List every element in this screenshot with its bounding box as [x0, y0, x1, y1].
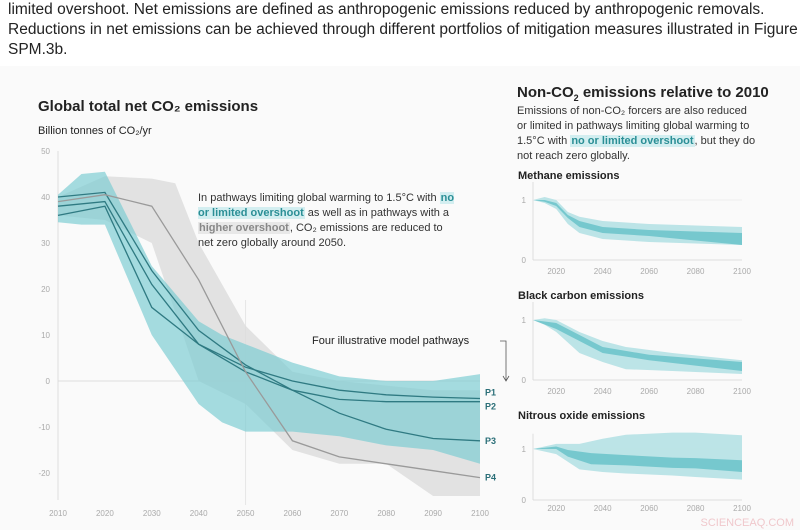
x-tick-label: 2040 [594, 387, 612, 396]
black-carbon-title: Black carbon emissions [518, 290, 644, 302]
x-tick-label: 2040 [190, 509, 208, 518]
annotation-text: , CO₂ emissions are reduced to net zero … [198, 222, 443, 249]
x-tick-label: 2020 [96, 509, 114, 518]
inner-range-band [533, 320, 742, 371]
x-tick-label: 2030 [143, 509, 161, 518]
nonco2-title: Non-CO2 emissions relative to 2010 [517, 84, 769, 103]
watermark: SCIENCEAQ.COM [700, 517, 794, 529]
x-tick-label: 2040 [594, 504, 612, 513]
pathway-label-P4: P4 [485, 473, 496, 483]
x-tick-label: 2090 [424, 509, 442, 518]
intro-text: limited overshoot. Net emissions are def… [8, 1, 798, 58]
x-tick-label: 2020 [547, 387, 565, 396]
pathway-label-P1: P1 [485, 387, 496, 397]
x-tick-label: 2080 [377, 509, 395, 518]
inner-range-band [533, 200, 742, 245]
x-tick-label: 2060 [640, 387, 658, 396]
y-tick-label: 0 [46, 377, 51, 386]
title-text: emissions relative to 2010 [578, 84, 769, 101]
y-tick-label: 30 [41, 239, 50, 248]
annotation-text: In pathways limiting global warming to 1… [198, 192, 440, 204]
x-tick-label: 2010 [49, 509, 67, 518]
pathway-line-P1 [57, 205, 481, 400]
x-tick-label: 2020 [547, 267, 565, 276]
x-tick-label: 2060 [640, 267, 658, 276]
y-tick-label: 50 [41, 147, 50, 156]
pathways-arrow [500, 340, 510, 382]
x-tick-label: 2100 [733, 387, 751, 396]
x-tick-label: 2100 [471, 509, 489, 518]
y-tick-label: 40 [41, 193, 50, 202]
x-tick-label: 2040 [594, 267, 612, 276]
pathway-line-P4 [57, 194, 481, 479]
x-tick-label: 2100 [733, 267, 751, 276]
y-tick-label: 0 [522, 376, 527, 385]
y-tick-label: 1 [522, 196, 527, 205]
y-tick-label: -20 [38, 469, 50, 478]
x-tick-label: 2020 [547, 504, 565, 513]
methane-title: Methane emissions [518, 170, 620, 182]
inner-range-band [533, 446, 742, 472]
y-tick-label: 0 [522, 256, 527, 265]
x-tick-label: 2060 [284, 509, 302, 518]
title-text: Non-CO [517, 84, 574, 101]
band-no-or-limited-overshoot [58, 171, 480, 464]
x-tick-label: 2050 [237, 509, 255, 518]
title-sub: 2 [573, 93, 579, 103]
highlight-higher-overshoot: higher overshoot [198, 222, 290, 234]
annotation-text: as well as in pathways with a [304, 207, 450, 219]
x-tick-label: 2080 [687, 387, 705, 396]
text: , but they do not reach zero globally. [517, 135, 756, 162]
x-tick-label: 2100 [733, 504, 751, 513]
y-tick-label: 0 [522, 496, 527, 505]
main-chart-title: Global total net CO₂ emissions [38, 98, 259, 115]
nitrous-oxide-title: Nitrous oxide emissions [518, 410, 646, 422]
nonco2-text: Emissions of non-CO₂ forcers are also re… [517, 104, 757, 164]
y-tick-label: 1 [522, 445, 527, 454]
pathway-line-P2 [57, 200, 480, 403]
text: Emissions of non-CO₂ forcers are also re… [517, 105, 750, 147]
pathways-label: Four illustrative model pathways [312, 335, 470, 347]
y-axis-label: Billion tonnes of CO₂/yr [38, 125, 152, 137]
y-tick-label: 1 [522, 316, 527, 325]
x-tick-label: 2080 [687, 267, 705, 276]
pathway-label-P3: P3 [485, 436, 496, 446]
y-tick-label: 20 [41, 285, 50, 294]
y-tick-label: 10 [41, 331, 50, 340]
x-tick-label: 2070 [330, 509, 348, 518]
pathway-label-P2: P2 [485, 402, 496, 412]
y-tick-label: -10 [38, 423, 50, 432]
x-tick-label: 2060 [640, 504, 658, 513]
pathway-line-P3 [57, 191, 481, 442]
annotation: In pathways limiting global warming to 1… [198, 191, 458, 251]
x-tick-label: 2080 [687, 504, 705, 513]
highlight-no-overshoot: no or limited overshoot [570, 135, 695, 147]
